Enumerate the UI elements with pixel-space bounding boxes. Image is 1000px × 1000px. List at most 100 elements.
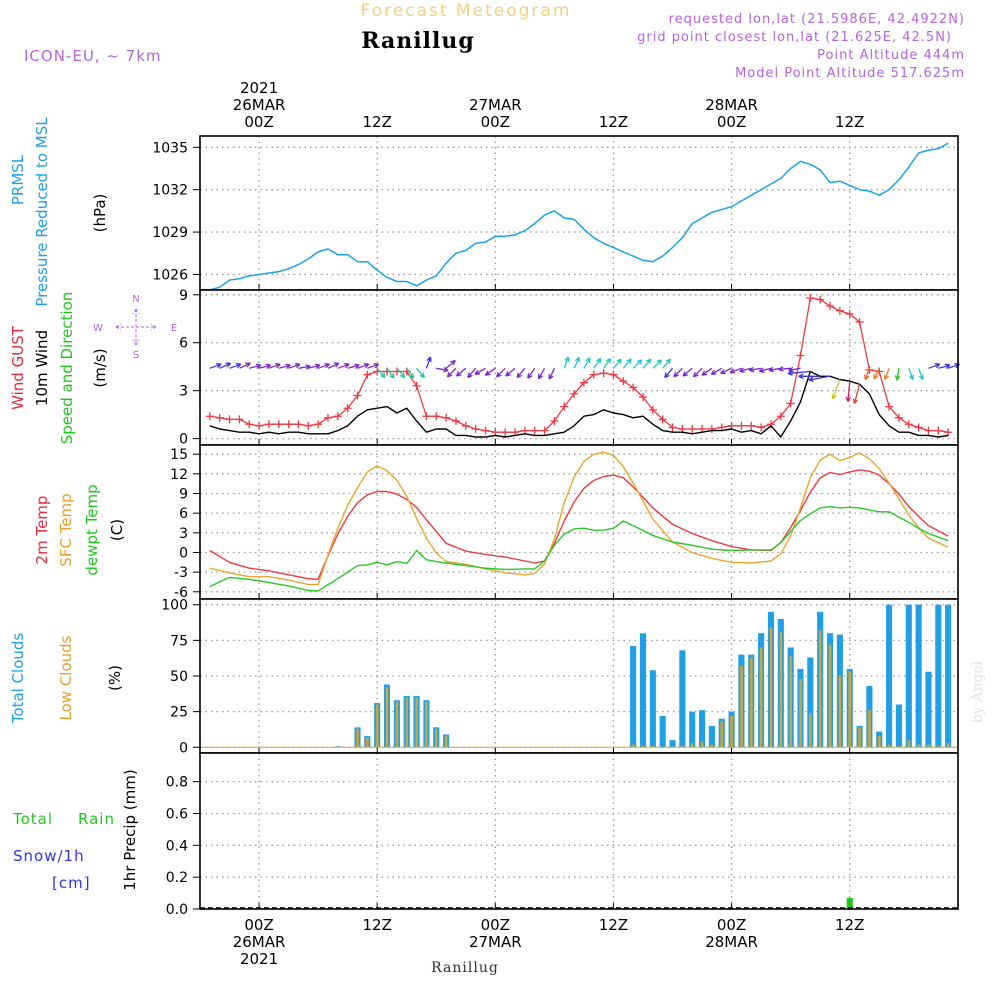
gust-marker <box>245 420 254 429</box>
wind-arrow-shaft <box>788 367 801 372</box>
total-clouds-bar <box>659 715 666 748</box>
wind-arrow-head <box>894 375 901 381</box>
gust-marker <box>471 425 480 434</box>
wind-arrow-shaft <box>682 367 693 377</box>
gust-marker <box>668 423 677 432</box>
top-time-label: 27MAR <box>469 96 522 114</box>
wind-arrow <box>505 367 516 377</box>
wind-arrow <box>642 358 652 369</box>
wind-arrow <box>938 363 951 369</box>
panel-background <box>200 753 958 909</box>
wind-arrow-shaft <box>229 363 242 369</box>
y-tick-label: 1026 <box>152 267 188 283</box>
wind-arrow-shaft <box>268 363 281 369</box>
wind-arrow-head <box>645 358 652 365</box>
wind-arrow-shaft <box>249 364 261 369</box>
watermark: by Angel <box>970 660 986 723</box>
y-tick-label: 1032 <box>152 183 188 199</box>
low-clouds-bar <box>366 737 369 748</box>
compass-arrows <box>115 308 157 346</box>
wind-arrow <box>474 367 486 375</box>
precip-bar <box>846 897 853 909</box>
wind-arrow-head <box>373 363 380 369</box>
y-tick-label: 15 <box>170 447 188 463</box>
panel-label: Total Clouds <box>9 633 27 725</box>
panel-label: [cm] <box>52 874 91 892</box>
gust-marker <box>274 420 283 429</box>
wind-arrow-shaft <box>928 363 940 369</box>
header: Forecast Meteogram Ranillug ICON-EU, ~ 7… <box>24 1 964 81</box>
wind-arrow-head <box>944 363 951 369</box>
low-clouds-bar <box>375 704 379 748</box>
gust-marker <box>422 412 431 421</box>
chart-title: Ranillug <box>361 28 475 54</box>
wind-arrow <box>258 363 272 369</box>
bottom-time-label: 28MAR <box>705 933 758 951</box>
low-clouds-bar <box>897 745 901 748</box>
top-time-label: 12Z <box>599 113 628 131</box>
y-tick-label: 50 <box>170 669 188 685</box>
wind-arrow-head <box>908 374 915 381</box>
gust-marker <box>432 412 441 421</box>
wind-arrow-shaft <box>327 362 340 369</box>
total-clouds-bar <box>935 604 942 748</box>
wind-arrow <box>357 363 370 369</box>
wind-arrow <box>831 379 841 400</box>
gust-marker <box>461 421 470 430</box>
panels: 1026 1029 1032 1035 PRMSL Pressure Reduced to… <box>9 117 960 918</box>
panel-frame <box>199 752 959 910</box>
panel-clouds: 0 25 50 75 100 Total Clouds Low Clouds (%) <box>9 598 959 756</box>
low-clouds-bar <box>789 656 792 748</box>
gust-marker <box>629 383 638 392</box>
wind-arrow <box>367 363 380 369</box>
low-clouds-bar <box>848 671 852 748</box>
gust-marker <box>304 421 313 430</box>
y-tick-label: 0.2 <box>166 870 188 886</box>
wind-arrow-shaft <box>573 357 580 369</box>
low-clouds-bar <box>425 701 428 748</box>
pressure-line <box>209 142 949 291</box>
wind-arrow-shaft <box>612 358 622 369</box>
wind-arrow-shaft <box>853 384 861 404</box>
wind-arrow-shaft <box>808 375 831 381</box>
wind-arrow-head <box>682 371 689 377</box>
wind-arrow-shaft <box>673 367 683 378</box>
gust-marker <box>550 417 559 426</box>
wind-arrow-head <box>344 363 350 369</box>
total-clouds-bar <box>895 704 902 748</box>
low-clouds-bar <box>946 743 950 748</box>
y-tick-label: 75 <box>170 633 188 649</box>
low-clouds-bar <box>730 715 733 748</box>
panel-label: (hPa) <box>91 194 109 233</box>
total-clouds-bar <box>925 671 932 748</box>
total-clouds-bar <box>679 650 686 748</box>
wind-arrow-shaft <box>632 359 643 369</box>
wind-arrow-head <box>216 363 222 369</box>
low-clouds-bar <box>917 744 920 748</box>
wind-arrow <box>612 358 622 369</box>
wind-arrow-head <box>275 363 281 369</box>
total-clouds-bar <box>807 657 814 748</box>
panel-label: Wind GUST <box>9 325 27 410</box>
wind-arrow-shaft <box>337 363 350 369</box>
wind-arrow-head <box>235 363 242 369</box>
panel-label: dewpt Temp <box>83 484 101 575</box>
wind-arrow-shaft <box>938 364 951 369</box>
gust-marker <box>619 377 628 386</box>
panel-background <box>200 136 958 290</box>
bottom-time-label: 12Z <box>599 916 628 934</box>
low-clouds-bar <box>700 741 704 748</box>
y-tick-label: 0 <box>179 432 188 448</box>
wind-arrow-head <box>467 372 473 379</box>
wind-arrow-head <box>446 371 453 378</box>
top-time-label: 28MAR <box>705 96 758 114</box>
wind-arrow-shaft <box>386 367 395 379</box>
wind-arrow-head <box>852 398 859 404</box>
wind-arrow-head <box>787 370 793 376</box>
compass-south: S <box>133 350 139 361</box>
wind-arrow-shaft <box>288 363 301 369</box>
gust-marker <box>904 420 913 429</box>
wind-arrow <box>516 367 526 379</box>
wind-arrow <box>778 366 791 372</box>
gust-marker <box>658 415 667 424</box>
